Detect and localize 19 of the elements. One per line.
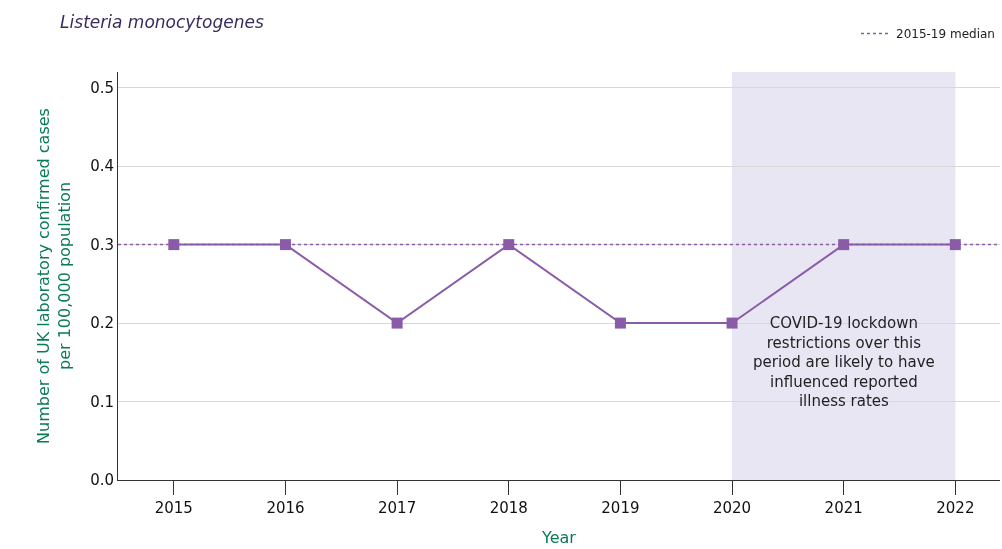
chart-title: Listeria monocytogenes bbox=[60, 12, 264, 33]
x-tick-label: 2017 bbox=[378, 499, 417, 517]
x-tick-label: 2022 bbox=[936, 499, 975, 517]
y-tick-label: 0.0 bbox=[90, 471, 114, 490]
x-tick-label: 2019 bbox=[601, 499, 640, 517]
y-tick-label: 0.2 bbox=[90, 314, 114, 333]
x-axis-title: Year bbox=[541, 527, 577, 547]
x-tick-label: 2016 bbox=[266, 499, 305, 517]
x-tick-label: 2021 bbox=[824, 499, 863, 517]
band-label: COVID-19 lockdown restrictions over this period are likely to have influenced reported illness rates bbox=[753, 314, 935, 410]
y-tick-label: 0.4 bbox=[90, 157, 114, 176]
y-tick-label: 0.3 bbox=[90, 235, 114, 254]
y-tick-label: 0.5 bbox=[90, 78, 114, 97]
x-tick-label: 2015 bbox=[154, 499, 193, 517]
x-tick-label: 2018 bbox=[489, 499, 528, 517]
y-tick-label: 0.1 bbox=[90, 392, 114, 411]
y-axis-title: Number of UK laboratory confirmed cases per 100,000 population bbox=[34, 108, 75, 444]
x-tick-label: 2020 bbox=[712, 499, 752, 517]
legend-label: 2015-19 median bbox=[896, 27, 995, 42]
